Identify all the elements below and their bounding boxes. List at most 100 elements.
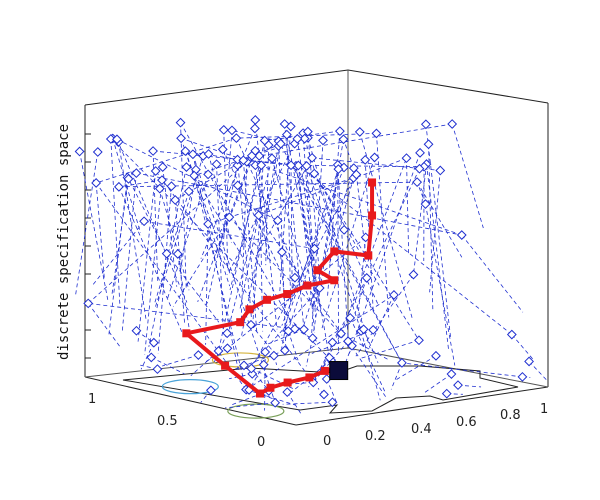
tree-node-marker (180, 146, 191, 157)
tree-node-marker (314, 283, 325, 293)
tree-node-marker (250, 123, 260, 134)
tree-node-marker (203, 219, 213, 229)
tree-edge (451, 123, 484, 229)
tree-node-marker (246, 363, 257, 374)
solution-path-marker (303, 281, 312, 290)
tree-edge (229, 165, 262, 291)
tree-edge (282, 401, 333, 405)
tree-node-marker (420, 119, 431, 130)
tree-edge (416, 181, 426, 205)
tree-node-marker (272, 215, 283, 226)
tree-node-marker (412, 177, 423, 188)
tree-edge (401, 362, 523, 378)
solution-path-marker (330, 276, 339, 285)
tree-edge (140, 342, 155, 370)
tree-node-marker (148, 146, 158, 156)
tree-edge (193, 175, 244, 258)
tree-node-marker (338, 134, 349, 145)
tree-edge (88, 302, 295, 330)
tree-edge (295, 165, 403, 364)
tree-node-marker (176, 133, 186, 144)
back-top-edges (84, 69, 549, 106)
tree-node-marker (259, 135, 270, 146)
tree-node-marker (270, 397, 281, 408)
tree-edge (355, 274, 414, 357)
tree-edge (284, 248, 315, 342)
solution-path-marker (368, 178, 377, 187)
tree-edge (215, 150, 256, 256)
tree-edge (96, 137, 237, 184)
tree-edge (359, 131, 413, 319)
tree-node-marker (408, 269, 419, 280)
tree-edge (239, 215, 260, 312)
tree-node-marker (293, 160, 304, 171)
y-axis-ticks: 0 0.5 1 (88, 392, 265, 450)
tree-edge (311, 140, 324, 333)
tree-node-marker (217, 144, 228, 155)
tree-edge (528, 361, 549, 382)
tree-node-marker (152, 364, 163, 375)
tree-node-marker (238, 155, 249, 166)
tree-node-marker (105, 134, 116, 144)
tree-node-marker (281, 129, 292, 140)
tree-edge (137, 170, 157, 342)
tree-node-marker (146, 352, 157, 363)
tree-node-marker (260, 347, 271, 357)
z-axis-label: discrete specification space (56, 124, 72, 360)
tree-edge (251, 368, 270, 392)
tree-node-marker (232, 154, 243, 165)
tree-edge (461, 234, 524, 313)
tree-edge (312, 169, 339, 339)
tree-edge (121, 173, 137, 332)
tree-node-marker (286, 160, 296, 171)
tree-node-marker (456, 230, 467, 240)
tree-node-marker (414, 163, 425, 174)
tree-node-marker (453, 380, 463, 391)
tree-node-marker (83, 298, 94, 309)
tree-edge (413, 164, 427, 275)
solution-path-marker (221, 361, 230, 370)
tree-edge (177, 253, 191, 332)
tree-edge (290, 165, 293, 299)
z-axis-ticks (85, 133, 91, 359)
tree-edge (312, 317, 351, 383)
x-axis-ticks: 0 0.2 0.4 0.6 0.8 1 (323, 402, 548, 449)
solution-path-marker (305, 373, 314, 382)
tree-edge (291, 164, 425, 168)
tree-node-marker (301, 161, 312, 171)
goal-square-marker (329, 361, 349, 381)
tree-edge (246, 389, 296, 406)
tree-edge (286, 134, 292, 305)
axes-box (84, 69, 549, 426)
tree-node-marker (267, 153, 277, 164)
tree-edge (136, 172, 462, 236)
tree-edge (251, 368, 295, 390)
tree-edge (406, 158, 410, 256)
tree-node-marker (354, 127, 365, 137)
tree-edge (144, 220, 315, 249)
tree-node-marker (397, 357, 407, 368)
tree-node-marker (446, 369, 457, 379)
solution-path-marker (236, 318, 245, 327)
solution-path-marker (283, 378, 292, 387)
tree-node-marker (414, 335, 424, 346)
tree-node-marker (181, 162, 192, 172)
tree-edge (95, 182, 247, 390)
x-tick-label: 0.2 (365, 429, 386, 444)
tree-edge (192, 154, 276, 403)
tree-node-marker (299, 324, 309, 335)
tree-node-marker (275, 138, 286, 149)
tree-edge (155, 170, 314, 383)
tree-edge (258, 157, 407, 216)
tree-edge (277, 220, 286, 313)
tree-edge (172, 216, 230, 307)
tree-node-marker (339, 224, 350, 235)
tree-node-marker (112, 134, 122, 145)
tree-edge (252, 140, 266, 321)
tree-edge (213, 333, 228, 363)
tree-node-marker (279, 119, 290, 129)
x-tick-label: 0.6 (456, 415, 477, 430)
tree-edge (153, 191, 190, 305)
tree-edge (297, 165, 316, 333)
